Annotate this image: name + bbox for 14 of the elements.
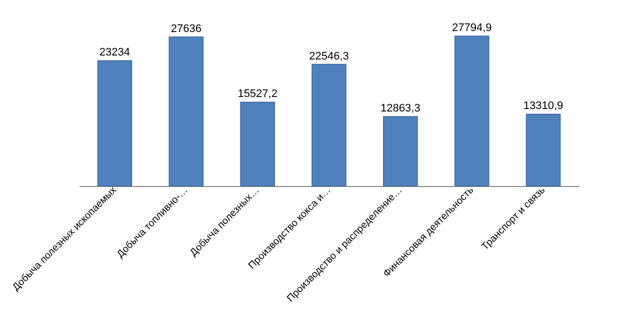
data-label: 23234 bbox=[99, 46, 130, 59]
data-label: 15527,2 bbox=[238, 88, 278, 100]
bar bbox=[97, 60, 132, 186]
data-label: 12863,3 bbox=[380, 102, 420, 115]
bar bbox=[383, 116, 418, 186]
data-label: 13310,9 bbox=[523, 100, 564, 112]
bar bbox=[526, 114, 561, 186]
data-label: 27636 bbox=[170, 22, 202, 35]
bar bbox=[454, 36, 490, 186]
bar bbox=[240, 102, 275, 186]
data-label: 27794,9 bbox=[452, 22, 492, 34]
data-label: 22546,3 bbox=[309, 50, 349, 62]
bar bbox=[312, 64, 346, 186]
bar bbox=[168, 36, 204, 186]
